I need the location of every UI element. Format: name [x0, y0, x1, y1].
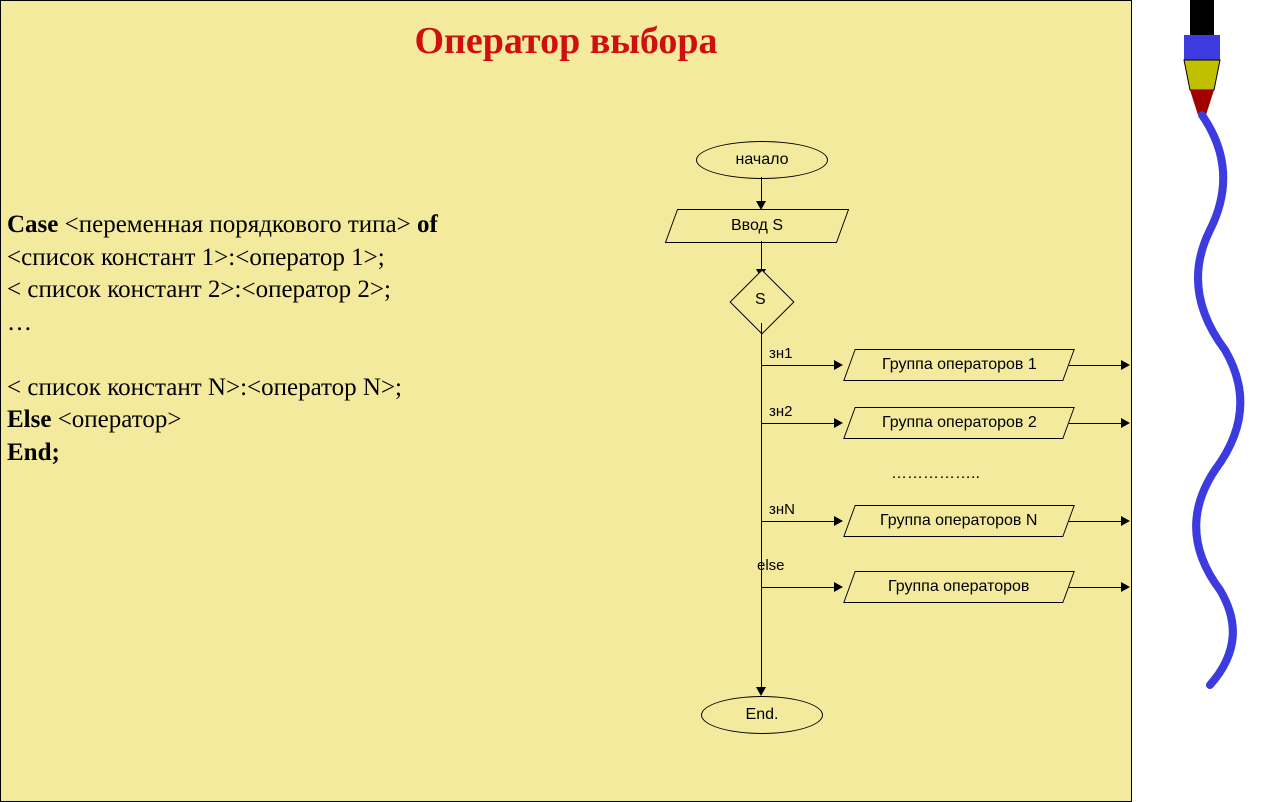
flow-input: Ввод S — [665, 209, 849, 243]
arrow-icon — [834, 360, 843, 370]
flow-connector — [1069, 365, 1124, 366]
arrow-icon — [1121, 418, 1130, 428]
flowchart: начало Ввод S S зн1 Группа операторов 1 … — [591, 141, 1121, 771]
flow-connector — [761, 365, 836, 366]
kw-case: Case — [7, 211, 58, 238]
code-block: Case <переменная порядкового типа> of <с… — [7, 209, 567, 469]
flow-end-label: End. — [746, 706, 779, 724]
flow-action-label: Группа операторов N — [880, 512, 1037, 530]
flow-end: End. — [701, 696, 823, 734]
code-l4: … — [7, 309, 32, 336]
flow-start: начало — [696, 141, 828, 179]
arrow-icon — [756, 687, 766, 696]
flow-action-label: Группа операторов 1 — [882, 356, 1037, 374]
flow-connector — [761, 521, 836, 522]
flow-start-label: начало — [735, 151, 788, 169]
flow-action: Группа операторов N — [843, 505, 1075, 537]
pen-icon — [1140, 0, 1260, 690]
flow-action-label: Группа операторов 2 — [882, 414, 1037, 432]
slide-title: Оператор выбора — [1, 19, 1131, 63]
kw-else: Else — [7, 406, 51, 433]
branch-label: else — [757, 557, 785, 574]
flow-action-label: Группа операторов — [888, 578, 1029, 596]
code-l3: < список констант 2>:<оператор 2>; — [7, 276, 391, 303]
flow-connector — [761, 587, 836, 588]
arrow-icon — [834, 516, 843, 526]
branch-label: знN — [769, 501, 795, 518]
flow-connector — [761, 323, 762, 693]
flow-connector — [1069, 521, 1124, 522]
flow-dots: …………….. — [891, 465, 980, 483]
flow-action: Группа операторов — [843, 571, 1075, 603]
arrow-icon — [1121, 516, 1130, 526]
flow-action: Группа операторов 1 — [843, 349, 1075, 381]
code-l6b: <оператор> — [51, 406, 181, 433]
slide-panel: Оператор выбора Case <переменная порядко… — [0, 0, 1132, 802]
flow-action: Группа операторов 2 — [843, 407, 1075, 439]
kw-of: of — [417, 211, 438, 238]
arrow-icon — [834, 418, 843, 428]
branch-label: зн1 — [769, 345, 793, 362]
code-l2: <список констант 1>:<оператор 1>; — [7, 244, 385, 271]
branch-label: зн2 — [769, 403, 793, 420]
flow-decision-label: S — [755, 291, 766, 309]
kw-end: End; — [7, 439, 60, 466]
arrow-icon — [834, 582, 843, 592]
flow-input-label: Ввод S — [731, 217, 783, 235]
arrow-icon — [1121, 582, 1130, 592]
arrow-icon — [1121, 360, 1130, 370]
flow-connector — [1069, 587, 1124, 588]
flow-connector — [1069, 423, 1124, 424]
flow-connector — [761, 423, 836, 424]
code-l1b: <переменная порядкового типа> — [58, 211, 417, 238]
code-l5: < список констант N>:<оператор N>; — [7, 374, 402, 401]
